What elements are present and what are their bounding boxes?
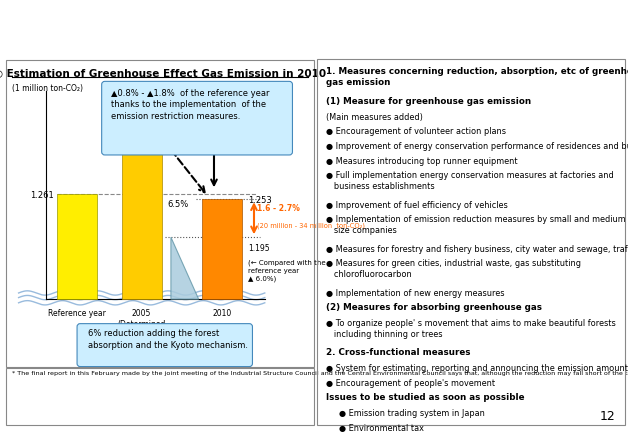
Text: 2005
(Determined
value): 2005 (Determined value) [117,309,166,340]
Text: ● Emission trading system in Japan: ● Emission trading system in Japan [338,408,485,417]
Text: 12: 12 [600,409,615,422]
Text: 1.6 - 2.7%: 1.6 - 2.7% [257,204,300,213]
Text: ● Implementation of new energy measures: ● Implementation of new energy measures [327,288,505,297]
Text: ● Measures introducing top runner equipment: ● Measures introducing top runner equipm… [327,156,518,165]
Text: 1.359
(▷ 7.7%): 1.359 (▷ 7.7%) [123,105,160,125]
Text: (1) Measure for greenhouse gas emission: (1) Measure for greenhouse gas emission [327,97,531,106]
Text: ● Measures for green cities, industrial waste, gas substituting
   chlorofluoroc: ● Measures for green cities, industrial … [327,259,582,279]
Text: (20 million - 34 million  ton-CO₂): (20 million - 34 million ton-CO₂) [257,222,365,228]
Text: 1.253: 1.253 [248,195,271,204]
FancyBboxPatch shape [77,324,252,367]
Bar [202,200,242,299]
Text: ● Full implementation energy conservation measures at factories and
   business : ● Full implementation energy conservatio… [327,171,614,191]
Bar [57,195,97,299]
Text: (Main measures added): (Main measures added) [327,112,423,122]
Text: ● Encouragement of volunteer action plans: ● Encouragement of volunteer action plan… [327,127,506,136]
Text: (1 million ton-CO₂): (1 million ton-CO₂) [13,84,84,93]
Text: ● Implementation of emission reduction measures by small and medium
   size comp: ● Implementation of emission reduction m… [327,215,626,235]
Text: ▲0.8% - ▲1.8%  of the reference year
thanks to the implementation  of the
emissi: ▲0.8% - ▲1.8% of the reference year than… [111,88,269,121]
Text: (← Compared with the
reference year
▲ 6.0%): (← Compared with the reference year ▲ 6.… [248,259,325,281]
Text: * The final report in this February made by the joint meeting of the Industrial : * The final report in this February made… [13,370,628,375]
Polygon shape [171,238,198,299]
Text: ● System for estimating, reporting and announcing the emission amount: ● System for estimating, reporting and a… [327,363,628,372]
Text: 1. Measures concerning reduction, absorption, etc of greenhouse
gas emission: 1. Measures concerning reduction, absorp… [327,66,628,86]
Text: Outline of Revised Plan for Achieving Kyoto Protocol Target (Cabinet Decision da: Outline of Revised Plan for Achieving Ky… [0,20,628,33]
FancyBboxPatch shape [102,82,293,156]
Text: 2010: 2010 [212,309,231,318]
Text: ● To organize people' s movement that aims to make beautiful forests
   includin: ● To organize people' s movement that ai… [327,318,616,339]
Bar [122,131,161,299]
Text: ● Measures for forestry and fishery business, city water and sewage, traffic, et: ● Measures for forestry and fishery busi… [327,244,628,253]
Text: Issues to be studied as soon as possible: Issues to be studied as soon as possible [327,392,525,401]
Text: 1.195: 1.195 [248,244,269,253]
Text: ● Environmental tax: ● Environmental tax [338,423,423,432]
Text: ○ Estimation of Greenhouse Effect Gas Emission in 2010: ○ Estimation of Greenhouse Effect Gas Em… [0,69,326,79]
Text: 2. Cross-functional measures: 2. Cross-functional measures [327,348,471,356]
Text: ● Improvement of energy conservation performance of residences and buildings: ● Improvement of energy conservation per… [327,142,628,151]
Text: (2) Measures for absorbing greenhouse gas: (2) Measures for absorbing greenhouse ga… [327,302,543,312]
Text: ● Improvement of fuel efficiency of vehicles: ● Improvement of fuel efficiency of vehi… [327,200,508,209]
Text: ● Encouragement of people's movement: ● Encouragement of people's movement [327,378,495,387]
Text: 6.5%: 6.5% [168,199,189,208]
Text: 1.261: 1.261 [30,190,54,199]
Text: Reference year: Reference year [48,309,106,318]
Text: 6% reduction adding the forest
absorption and the Kyoto mechanism.: 6% reduction adding the forest absorptio… [88,329,248,349]
